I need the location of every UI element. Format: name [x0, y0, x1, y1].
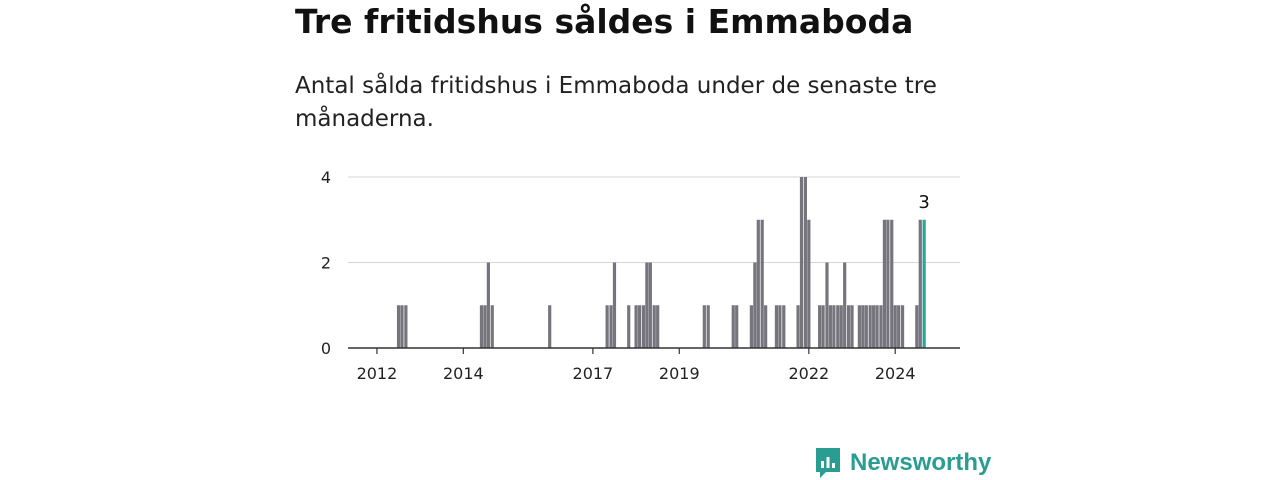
bar	[875, 305, 879, 348]
bar	[900, 305, 905, 348]
bar	[843, 262, 847, 348]
bar	[634, 305, 638, 348]
bar	[857, 305, 861, 348]
bar	[915, 305, 919, 348]
bar	[825, 262, 829, 348]
x-tick-label: 2017	[573, 364, 614, 383]
bars	[396, 177, 926, 348]
bar	[886, 219, 890, 348]
bar	[396, 305, 401, 348]
bar	[832, 305, 836, 348]
bar	[774, 305, 779, 348]
bar	[486, 262, 490, 348]
bar	[828, 305, 833, 348]
bar	[799, 177, 804, 348]
bar	[756, 219, 760, 348]
bar	[836, 305, 840, 348]
x-tick-label: 2024	[875, 364, 916, 383]
bar	[897, 305, 901, 348]
bar	[490, 305, 494, 348]
bar	[548, 305, 552, 348]
axes: 0 2 4 3 2012 2014 2017 2019 2022 2024	[321, 168, 960, 383]
bar	[749, 305, 753, 348]
brand-logo[interactable]: Newsworthy	[814, 446, 991, 480]
bar	[807, 219, 811, 348]
bar	[818, 305, 822, 348]
bar	[605, 305, 609, 348]
bar	[645, 262, 649, 348]
bar	[609, 305, 613, 348]
bar	[839, 305, 843, 348]
bar	[868, 305, 872, 348]
bar	[735, 305, 739, 348]
bar	[753, 262, 757, 348]
x-tick-label: 2012	[357, 364, 398, 383]
bar	[706, 305, 710, 348]
bar	[893, 305, 897, 348]
bar	[846, 305, 851, 348]
bar	[404, 305, 408, 348]
bar	[890, 219, 894, 348]
bar	[627, 305, 631, 348]
y-tick-label: 0	[321, 339, 331, 358]
bar	[641, 305, 646, 348]
chart-subtitle: Antal sålda fritidshus i Emmaboda under …	[295, 73, 937, 132]
bar	[803, 177, 807, 348]
chart-title: Tre fritidshus såldes i Emmaboda	[295, 2, 914, 41]
x-tick-label: 2014	[443, 364, 484, 383]
bar	[400, 305, 404, 348]
bar	[872, 305, 876, 348]
gridlines	[348, 176, 960, 263]
bar	[861, 305, 865, 348]
bar	[702, 305, 706, 348]
bar	[882, 219, 887, 348]
bar	[731, 305, 735, 348]
bar	[850, 305, 854, 348]
x-tick-label: 2019	[659, 364, 700, 383]
bar	[764, 305, 768, 348]
bar	[479, 305, 484, 348]
bar	[637, 305, 642, 348]
bar	[652, 305, 656, 348]
bar	[612, 262, 617, 348]
y-tick-label: 2	[321, 254, 331, 273]
y-tick-label: 4	[321, 168, 331, 187]
bar	[782, 305, 786, 348]
bar	[656, 305, 660, 348]
brand-name: Newsworthy	[850, 449, 992, 476]
bar	[796, 305, 800, 348]
bar-highlight	[922, 219, 926, 348]
bar-value-label: 3	[918, 192, 929, 213]
bar	[648, 262, 652, 348]
bar	[879, 305, 883, 348]
bar	[918, 219, 922, 348]
bar	[483, 305, 487, 348]
bar	[760, 219, 764, 348]
bar	[821, 305, 825, 348]
x-tick-label: 2022	[788, 364, 829, 383]
newsworthy-logo-icon	[816, 448, 840, 478]
bar	[864, 305, 868, 348]
bar	[778, 305, 782, 348]
